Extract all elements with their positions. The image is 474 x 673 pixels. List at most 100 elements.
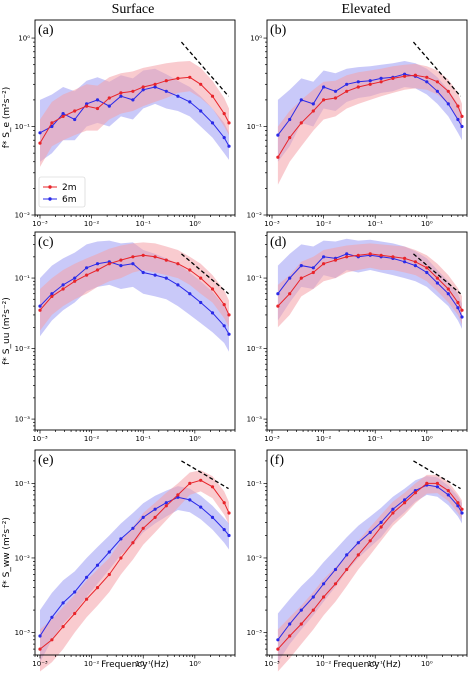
data-point-2m [199,276,203,280]
data-point-6m [333,567,338,572]
data-point-2m [199,478,203,482]
data-point-6m [403,498,407,502]
data-point-6m [222,136,226,140]
x-tick-label: 10⁻¹ [136,660,152,668]
x-tick-label: 10⁻³ [264,220,280,228]
data-point-6m [199,109,203,113]
data-point-2m [141,526,145,530]
data-point-6m [446,493,450,497]
data-point-2m [425,75,429,79]
x-tick-label: 10⁰ [189,435,201,443]
data-point-6m [73,276,77,280]
series-line-2m [39,254,230,316]
data-point-2m [119,258,123,262]
data-point-6m [119,537,123,541]
data-point-6m [153,507,157,511]
series-line-6m [39,86,230,147]
data-point-2m [299,276,303,280]
data-point-6m [141,88,145,92]
data-point-2m [153,515,157,520]
y-tick-label: 10⁻² [15,554,31,562]
reference-slope-line [412,41,462,97]
y-tick-label: 10⁻³ [247,416,263,424]
data-point-2m [61,625,65,629]
series-line-6m [39,496,230,637]
band-6m [40,486,229,663]
data-point-2m [311,608,315,612]
data-point-2m [413,73,417,77]
data-point-6m [288,622,292,626]
data-point-2m [73,611,77,616]
x-tick-label: 10⁰ [421,660,433,668]
data-point-6m [425,270,429,275]
data-point-2m [210,485,215,489]
y-axis-label: f* S_ww (m²s⁻²) [2,517,12,588]
series-line-6m [39,261,230,335]
data-point-6m [299,608,303,612]
data-point-6m [435,281,439,285]
data-point-2m [188,268,192,272]
data-point-6m [95,98,100,102]
data-point-6m [460,511,464,515]
data-point-2m [38,141,42,145]
data-point-2m [435,80,439,84]
data-point-2m [288,136,292,140]
data-point-2m [50,121,54,125]
data-point-2m [288,292,292,296]
data-point-2m [322,595,326,599]
reference-slope-line [180,41,230,97]
panel-letter: (b) [270,23,287,38]
data-point-6m [379,520,383,525]
data-point-6m [199,300,203,305]
y-tick-label: 10⁰ [18,35,30,43]
band-2m [277,474,462,672]
data-point-6m [188,292,192,296]
data-point-6m [50,124,54,129]
y-tick-label: 10⁻¹ [15,123,31,131]
data-point-6m [403,260,407,264]
band-2m [40,470,229,672]
data-point-2m [435,276,439,280]
data-point-2m [50,638,54,642]
data-point-6m [299,98,303,102]
data-point-6m [345,82,349,86]
data-point-6m [141,515,145,520]
data-point-2m [107,96,111,100]
data-point-6m [222,324,226,328]
data-point-2m [85,597,89,601]
data-point-2m [119,91,123,95]
data-point-6m [276,638,280,642]
panel-letter: (e) [38,453,54,468]
data-point-6m [176,283,180,287]
data-point-6m [345,553,349,557]
data-point-2m [107,262,111,266]
x-axis-label: Frequency (Hz) [101,660,169,670]
data-point-6m [153,273,157,277]
data-point-6m [176,94,180,98]
data-point-2m [460,308,464,312]
data-point-2m [356,253,360,257]
data-point-6m [141,270,145,275]
data-point-2m [141,85,145,89]
y-tick-label: 10⁰ [250,35,262,43]
x-tick-label: 10⁻² [84,435,100,443]
data-point-2m [153,255,157,259]
data-point-2m [456,501,460,505]
data-point-6m [164,276,168,280]
data-point-2m [299,622,303,626]
data-point-6m [164,89,168,93]
data-point-2m [119,556,123,560]
data-point-2m [131,255,135,259]
data-point-6m [446,292,450,296]
data-point-2m [368,82,372,86]
y-tick-label: 10⁻² [247,554,263,562]
data-point-2m [222,501,226,505]
data-point-6m [131,526,135,530]
data-point-6m [460,315,464,319]
data-point-2m [61,114,65,118]
data-point-6m [356,541,360,545]
data-point-2m [460,114,464,118]
panel-f: 10⁻³ 10⁻² 10⁻¹ 10⁰ 10⁻³ 10⁻² 10⁻¹ (f) Frequency … [247,449,468,672]
